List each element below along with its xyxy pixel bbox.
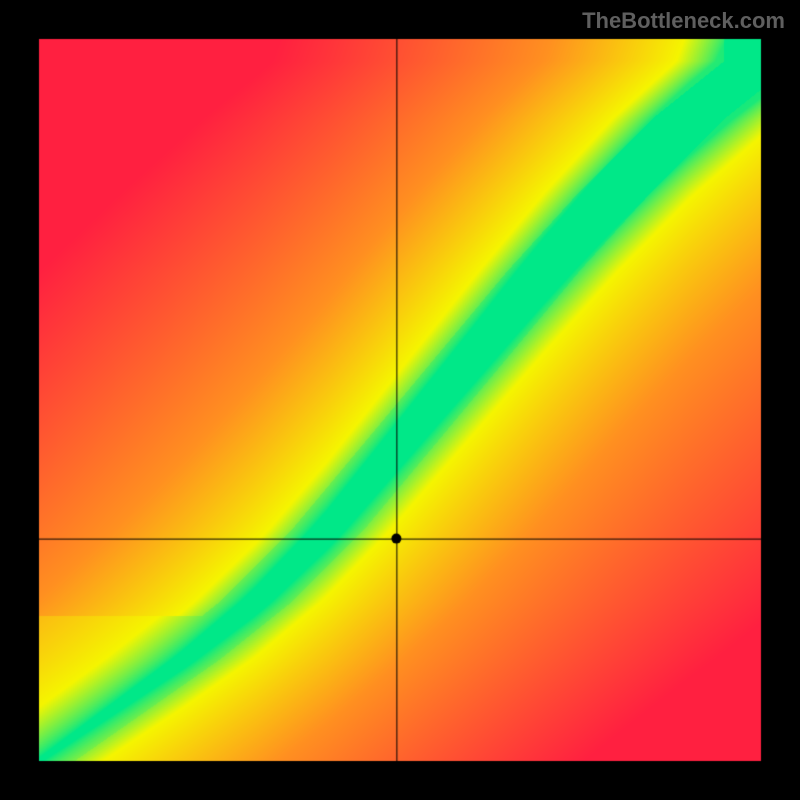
bottleneck-heatmap — [0, 0, 800, 800]
watermark-text: TheBottleneck.com — [582, 8, 785, 34]
